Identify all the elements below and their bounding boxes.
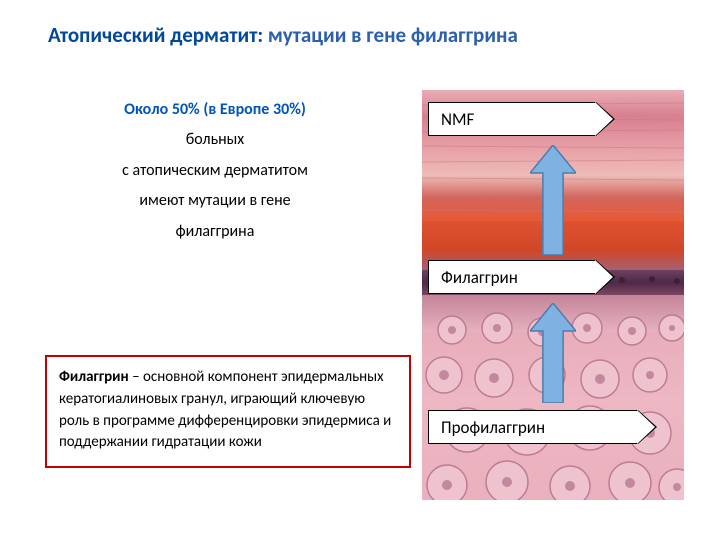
stat-line2: больных: [60, 125, 370, 155]
stat-line3: с атопическим дерматитом: [60, 156, 370, 186]
arrow-up-1: [530, 145, 576, 255]
statistic-block: Около 50% (в Европе 30%) больных с атопи…: [60, 95, 370, 247]
label-filaggrin: Филаггрин: [428, 260, 596, 294]
title-part2: мутации в гене филаггрина: [263, 22, 518, 48]
label-nmf: NMF: [428, 102, 596, 136]
slide-title: Атопический дерматит: мутации в гене фил…: [48, 22, 680, 48]
definition-box: Филаггрин – основной компонент эпидермал…: [45, 355, 411, 468]
stat-highlight: Около 50% (в Европе 30%): [60, 95, 370, 125]
label-filaggrin-text: Филаггрин: [441, 267, 518, 288]
stat-line4: имеют мутации в гене: [60, 186, 370, 216]
stat-line5: филаггрина: [60, 217, 370, 247]
label-profilaggrin-text: Профилаггрин: [441, 417, 545, 438]
skin-diagram: NMF Филаггрин Профилаггрин: [422, 90, 684, 500]
label-profilaggrin: Профилаггрин: [428, 410, 638, 444]
title-part1: Атопический дерматит:: [48, 22, 263, 48]
label-nmf-text: NMF: [441, 109, 474, 130]
definition-term: Филаггрин: [59, 368, 129, 386]
arrow-up-2: [530, 303, 576, 403]
